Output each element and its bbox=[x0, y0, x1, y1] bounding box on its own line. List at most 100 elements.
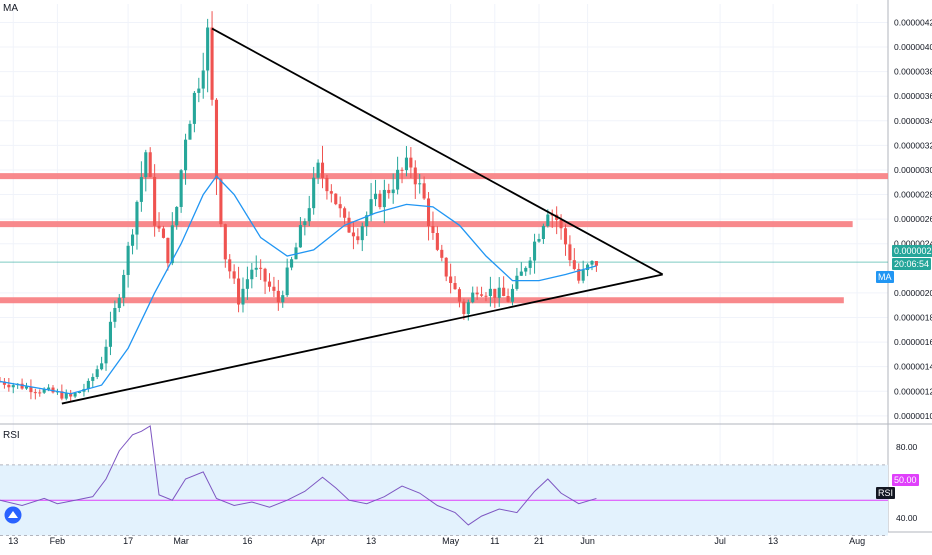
candle-body bbox=[365, 215, 369, 227]
candle-body bbox=[294, 247, 298, 260]
candle-body bbox=[449, 276, 453, 283]
candle-body bbox=[24, 386, 29, 389]
candle-body bbox=[219, 179, 223, 225]
candle-body bbox=[453, 282, 457, 290]
candle-body bbox=[515, 275, 519, 289]
candle-body bbox=[577, 268, 581, 281]
candle-body bbox=[338, 204, 342, 209]
candle-body bbox=[86, 380, 90, 389]
rsi-line bbox=[0, 425, 597, 526]
time-tick-label: Jul bbox=[714, 536, 726, 546]
candle-body bbox=[144, 152, 148, 178]
candle-body bbox=[488, 288, 492, 296]
bar-countdown-tag: 20:06:54 bbox=[892, 258, 932, 270]
rsi-layer bbox=[0, 425, 597, 526]
candle-body bbox=[303, 221, 307, 226]
candle-body bbox=[166, 237, 170, 264]
candle-body bbox=[524, 267, 528, 272]
rsi-midline-tag: 50.00 bbox=[892, 474, 919, 486]
candle-body bbox=[422, 183, 426, 199]
candle-body bbox=[307, 208, 311, 222]
candle-body bbox=[276, 290, 280, 303]
candle-body bbox=[343, 208, 347, 218]
candle-body bbox=[484, 295, 488, 297]
candle-body bbox=[2, 381, 6, 385]
candle-body bbox=[334, 193, 338, 205]
candle-body bbox=[201, 70, 205, 89]
candle-body bbox=[316, 162, 320, 178]
candle-body bbox=[382, 189, 386, 208]
candle-body bbox=[480, 294, 484, 296]
candle-body bbox=[135, 201, 139, 235]
candle-body bbox=[369, 199, 373, 216]
candle-body bbox=[356, 236, 360, 241]
time-tick-label: 17 bbox=[123, 536, 133, 546]
ma-indicator-label[interactable]: MA bbox=[3, 3, 18, 14]
candle-body bbox=[38, 392, 42, 394]
candle-body bbox=[117, 297, 121, 308]
candle-body bbox=[590, 261, 594, 265]
candle-body bbox=[91, 376, 95, 381]
horizontal-levels-layer bbox=[0, 173, 888, 304]
candle-body bbox=[175, 206, 179, 226]
candle-body bbox=[179, 170, 183, 207]
rsi-tick-label: 40.00 bbox=[896, 513, 918, 523]
grid-layer bbox=[0, 0, 932, 533]
candle-body bbox=[586, 264, 590, 271]
candle-body bbox=[290, 259, 294, 268]
candle-body bbox=[139, 177, 143, 202]
candle-body bbox=[471, 292, 475, 303]
candle-body bbox=[440, 249, 444, 258]
candles-layer bbox=[0, 11, 598, 402]
ma-line bbox=[0, 175, 597, 395]
candle-body bbox=[188, 123, 192, 140]
candle-body bbox=[546, 214, 550, 226]
candle-body bbox=[267, 281, 272, 287]
candle-body bbox=[435, 233, 439, 250]
ma-axis-tag: MA bbox=[876, 271, 894, 283]
candle-body bbox=[170, 225, 174, 264]
candle-body bbox=[396, 169, 400, 190]
time-tick-label: Mar bbox=[173, 536, 189, 546]
candle-body bbox=[559, 219, 563, 229]
candle-body bbox=[285, 267, 289, 296]
rsi-tick-label: 80.00 bbox=[896, 442, 918, 452]
candle-body bbox=[254, 267, 258, 270]
candle-body bbox=[214, 99, 219, 180]
triangle-trendline bbox=[61, 273, 663, 405]
rsi-axis-tag: RSI bbox=[876, 487, 896, 499]
candle-body bbox=[33, 392, 37, 394]
candle-body bbox=[541, 225, 545, 240]
candle-body bbox=[378, 193, 382, 208]
candle-body bbox=[502, 287, 506, 296]
candle-body bbox=[312, 177, 316, 209]
candle-body bbox=[281, 295, 285, 303]
price-tick-label: 0.00000100 bbox=[894, 411, 932, 421]
candle-body bbox=[184, 139, 188, 171]
candle-body bbox=[360, 226, 364, 241]
candle-body bbox=[351, 232, 355, 237]
candle-body bbox=[245, 279, 249, 289]
time-tick-label: May bbox=[442, 536, 460, 546]
rsi-band-layer bbox=[0, 464, 888, 537]
candle-body bbox=[20, 383, 24, 389]
candle-body bbox=[77, 391, 82, 394]
candle-body bbox=[400, 169, 404, 171]
candle-body bbox=[404, 157, 408, 171]
candle-body bbox=[206, 27, 210, 71]
candle-body bbox=[223, 224, 227, 260]
candle-body bbox=[148, 152, 152, 177]
candle-body bbox=[157, 225, 161, 229]
rsi-indicator-label[interactable]: RSI bbox=[3, 430, 20, 441]
tradingview-logo-icon[interactable] bbox=[4, 506, 22, 524]
candle-body bbox=[581, 270, 585, 281]
